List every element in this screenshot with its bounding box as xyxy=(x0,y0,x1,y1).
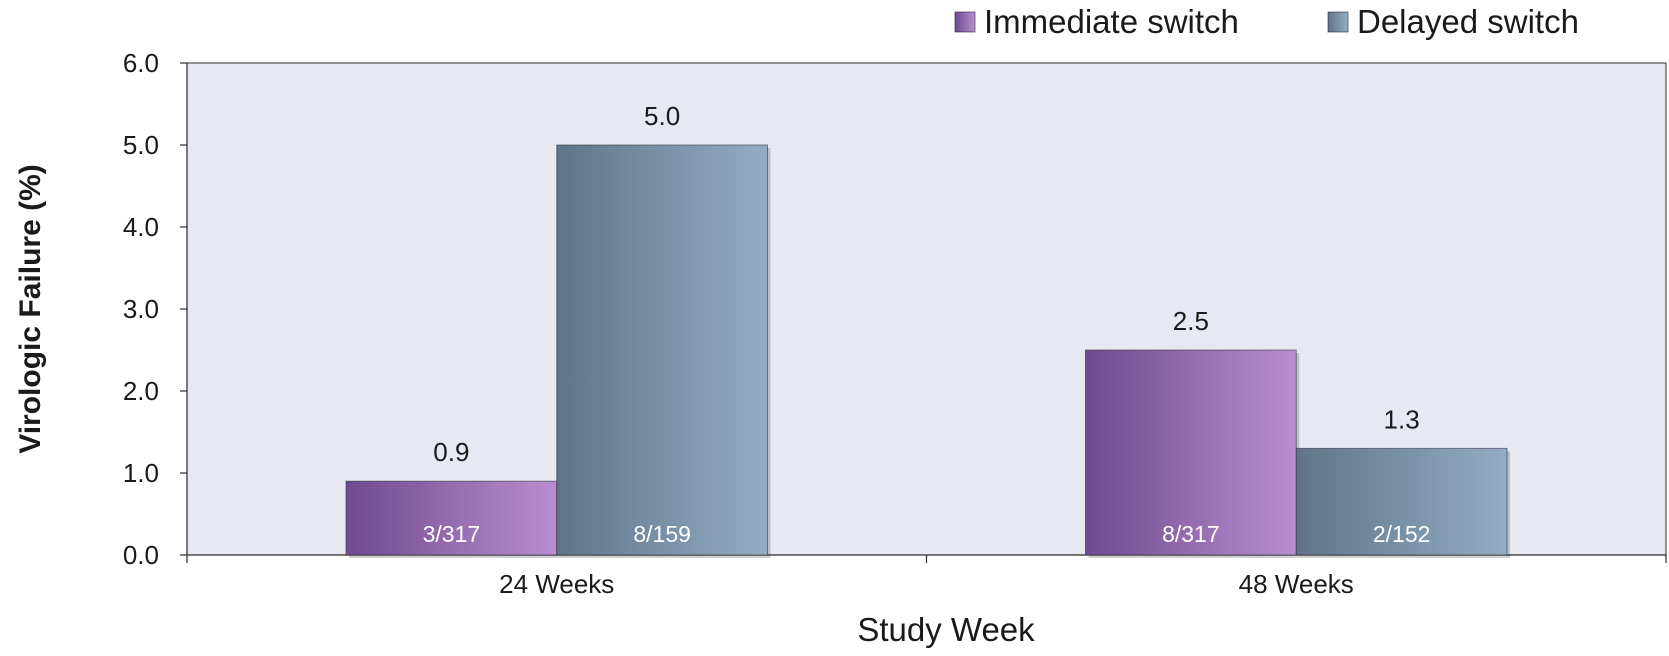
legend-swatch xyxy=(1327,11,1349,33)
bar-inner-label: 2/152 xyxy=(1373,521,1431,547)
bar-value-label: 5.0 xyxy=(644,101,680,131)
bar xyxy=(1084,349,1297,556)
y-axis-label: Virologic Failure (%) xyxy=(14,164,47,454)
y-tick-label: 2.0 xyxy=(123,376,159,406)
bar xyxy=(1295,447,1508,556)
legend-label: Delayed switch xyxy=(1357,3,1579,40)
y-tick-label: 3.0 xyxy=(123,294,159,324)
legend: Immediate switch Delayed switch xyxy=(954,3,1579,40)
x-axis: 24 Weeks 48 Weeks xyxy=(186,554,1667,599)
x-tick-label: 48 Weeks xyxy=(1239,569,1354,599)
bar-inner-label: 8/159 xyxy=(633,521,691,547)
legend-swatch xyxy=(954,11,976,33)
y-tick-label: 4.0 xyxy=(123,212,159,242)
legend-label: Immediate switch xyxy=(984,3,1239,40)
bar xyxy=(556,144,769,556)
bar-value-label: 0.9 xyxy=(433,437,469,467)
y-tick-label: 1.0 xyxy=(123,458,159,488)
bar-value-label: 1.3 xyxy=(1384,404,1420,434)
x-tick-label: 24 Weeks xyxy=(499,569,614,599)
bar-inner-label: 3/317 xyxy=(423,521,481,547)
bars-group: 0.9 3/317 5.0 8/159 2.5 8/317 1.3 2/152 xyxy=(345,101,1511,558)
y-tick-label: 6.0 xyxy=(123,48,159,78)
y-tick-label: 5.0 xyxy=(123,130,159,160)
bar-inner-label: 8/317 xyxy=(1162,521,1220,547)
bar-value-label: 2.5 xyxy=(1173,306,1209,336)
y-tick-label: 0.0 xyxy=(123,540,159,570)
y-axis: 0.0 1.0 2.0 3.0 4.0 5.0 6.0 xyxy=(123,48,188,570)
x-axis-label: Study Week xyxy=(857,611,1035,648)
